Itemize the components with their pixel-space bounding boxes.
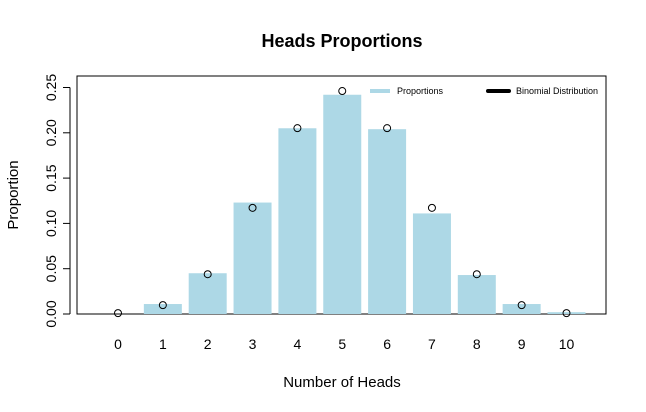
binomial-point-1 (158, 301, 167, 310)
y-tick-label: 0.10 (43, 210, 59, 237)
binomial-point-10 (562, 309, 571, 318)
x-tick-label-9: 9 (518, 336, 526, 352)
bar-5 (323, 94, 362, 314)
bar-3 (233, 202, 272, 314)
y-tick-label: 0.20 (43, 119, 59, 146)
binomial-point-8 (472, 270, 481, 279)
x-tick-label-7: 7 (428, 336, 436, 352)
x-tick-label-0: 0 (114, 336, 122, 352)
binomial-point-2 (203, 270, 212, 279)
bars-layer (143, 94, 586, 314)
bar-8 (457, 275, 496, 314)
legend: Proportions Binomial Distribution (370, 86, 598, 96)
x-tick-label-6: 6 (383, 336, 391, 352)
y-axis-label: Proportion (5, 160, 22, 229)
x-tick-label-1: 1 (159, 336, 167, 352)
points-layer (114, 87, 571, 318)
x-tick-labels: 0 1 2 3 4 5 6 7 8 9 10 (114, 336, 574, 352)
x-tick-label-2: 2 (204, 336, 212, 352)
x-tick-label-5: 5 (338, 336, 346, 352)
binomial-point-5 (338, 87, 347, 96)
legend-label-binomial: Binomial Distribution (516, 86, 598, 96)
x-tick-label-4: 4 (294, 336, 302, 352)
y-tick-label: 0.25 (43, 74, 59, 101)
y-tick-label: 0.15 (43, 164, 59, 191)
binomial-point-7 (427, 203, 436, 212)
bar-2 (188, 273, 227, 314)
x-axis-label: Number of Heads (283, 374, 401, 391)
binomial-point-0 (114, 309, 122, 318)
chart-title: Heads Proportions (261, 31, 422, 51)
x-tick-label-3: 3 (249, 336, 257, 352)
y-tick-label: 0.05 (43, 255, 59, 282)
bar-4 (278, 128, 317, 314)
x-tick-label-10: 10 (559, 336, 575, 352)
y-axis: 0.00 0.05 0.10 0.15 0.20 0.25 (43, 74, 71, 328)
binomial-point-4 (293, 124, 302, 133)
x-tick-label-8: 8 (473, 336, 481, 352)
y-tick-label: 0.00 (43, 300, 59, 327)
bar-7 (412, 213, 451, 314)
bar-10 (547, 312, 586, 314)
bar-6 (368, 129, 407, 314)
binomial-point-3 (248, 203, 257, 212)
binomial-point-6 (383, 124, 392, 133)
legend-label-proportions: Proportions (397, 86, 444, 96)
binomial-point-9 (517, 301, 526, 310)
